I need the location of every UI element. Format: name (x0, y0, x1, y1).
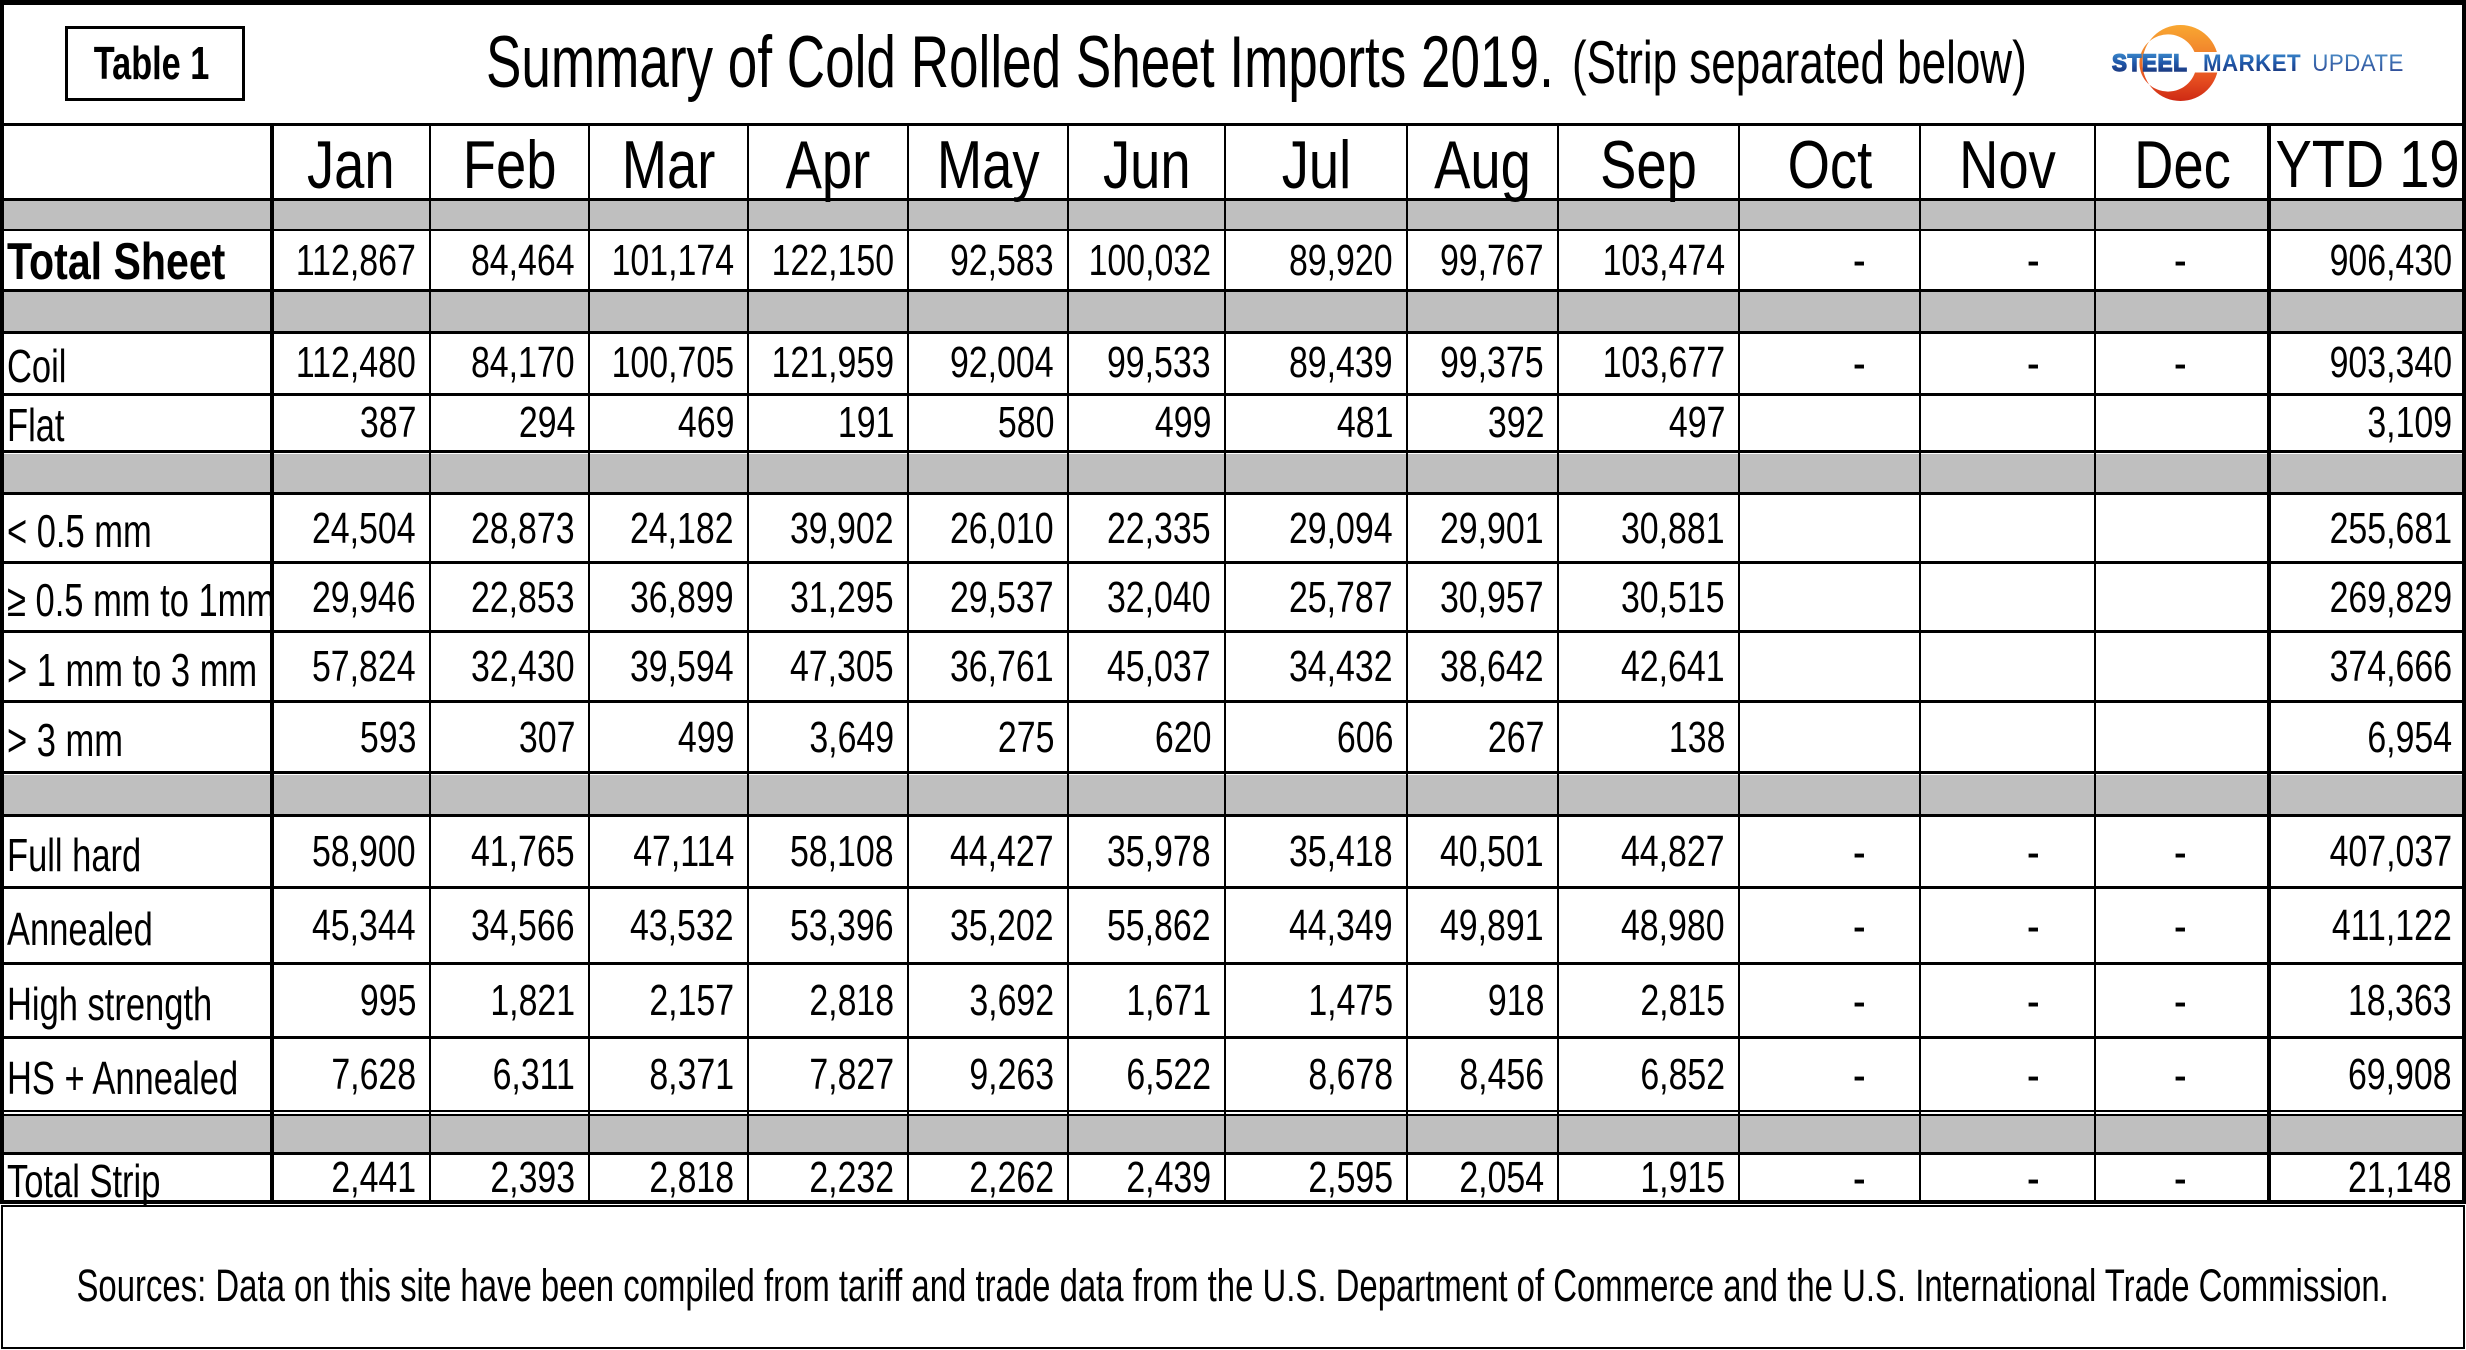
svg-text:MARKET: MARKET (2203, 49, 2301, 76)
svg-text:UPDATE: UPDATE (2312, 49, 2404, 76)
svg-text:STEEL: STEEL (2112, 49, 2188, 76)
